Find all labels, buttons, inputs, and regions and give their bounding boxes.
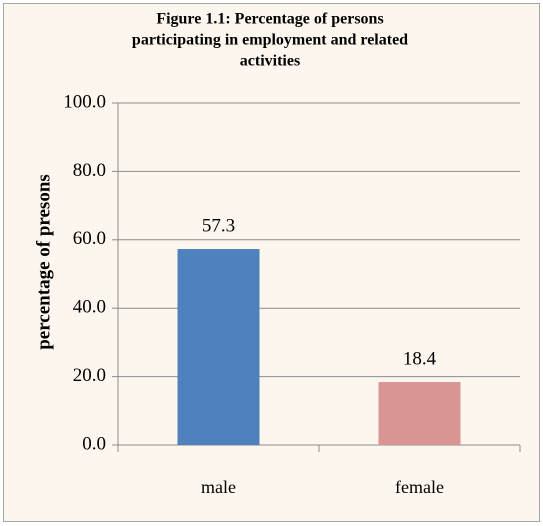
y-axis-label: percentage of presons bbox=[33, 174, 54, 350]
y-tick-label: 100.0 bbox=[63, 91, 106, 112]
y-tick-label: 60.0 bbox=[73, 228, 106, 249]
x-tick-label: male bbox=[201, 477, 236, 497]
bar bbox=[177, 249, 260, 445]
chart-title: activities bbox=[240, 53, 300, 70]
y-tick-label: 80.0 bbox=[73, 160, 106, 181]
x-tick-label: female bbox=[395, 477, 444, 497]
y-tick-label: 0.0 bbox=[82, 433, 106, 454]
value-label: 18.4 bbox=[403, 348, 437, 369]
bar bbox=[378, 382, 461, 445]
chart-title: Figure 1.1: Percentage of persons bbox=[156, 11, 383, 28]
chart-title: participating in employment and related bbox=[132, 32, 408, 49]
value-label: 57.3 bbox=[202, 215, 235, 236]
y-tick-label: 40.0 bbox=[73, 297, 106, 318]
y-tick-label: 20.0 bbox=[73, 365, 106, 386]
